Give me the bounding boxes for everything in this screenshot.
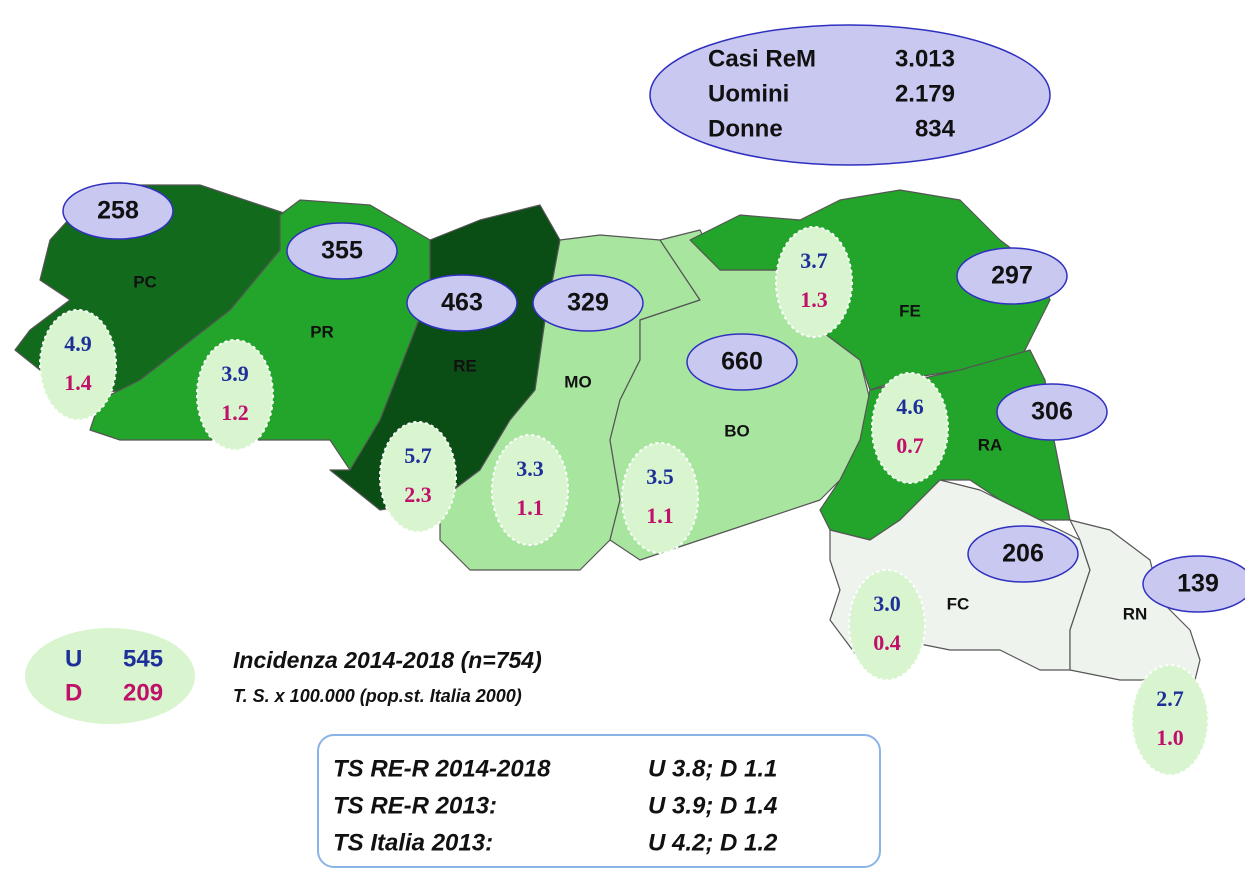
caption-subtitle: T. S. x 100.000 (pop.st. Italia 2000) (233, 686, 522, 706)
cases-value: 329 (567, 289, 609, 317)
rate-men: 4.9 (64, 331, 92, 356)
summary-label: Casi ReM (708, 45, 816, 72)
cases-bubble (956, 247, 1068, 305)
legend-u-label: U (65, 645, 82, 672)
summary-label: Donne (708, 115, 783, 142)
cases-bubble (532, 274, 644, 332)
rate-women: 1.3 (800, 287, 828, 312)
rate-bubble (196, 339, 274, 451)
rates-label: TS Italia 2013: (333, 829, 493, 856)
cases-bubble (62, 182, 174, 240)
province-code: RN (1123, 604, 1148, 623)
labels: Casi ReM 3.013 Uomini 2.179 Donne 834 PC 258 4.9… (39, 45, 1245, 856)
province-code: RA (978, 435, 1003, 454)
rate-bubble (1131, 664, 1209, 776)
legend-d-value: 209 (123, 679, 163, 706)
cases-bubble (686, 333, 798, 391)
rate-women: 1.0 (1156, 725, 1184, 750)
rate-men: 4.6 (896, 394, 924, 419)
cases-value: 660 (721, 348, 763, 376)
cases-bubble (996, 383, 1108, 441)
rate-women: 1.1 (516, 495, 544, 520)
province-code: MO (564, 372, 591, 391)
rate-women: 1.2 (221, 400, 249, 425)
rate-bubble (775, 226, 853, 338)
rate-men: 3.9 (221, 361, 249, 386)
province-code: PC (133, 272, 157, 291)
legend-bubble (25, 628, 195, 724)
cases-bubble (1142, 555, 1245, 613)
province-code: FE (899, 301, 921, 320)
rate-women: 0.7 (896, 433, 924, 458)
cases-bubble (967, 525, 1079, 583)
province-code: RE (453, 356, 477, 375)
rate-bubble (379, 421, 457, 533)
summary-value: 3.013 (895, 45, 955, 72)
cases-value: 463 (441, 289, 483, 317)
rate-men: 2.7 (1156, 686, 1184, 711)
cases-value: 258 (97, 197, 139, 225)
rates-value: U 3.8; D 1.1 (648, 755, 777, 782)
province-code: FC (947, 594, 970, 613)
cases-value: 355 (321, 237, 363, 265)
rates-label: TS RE-R 2014-2018 (333, 755, 551, 782)
rates-box (317, 734, 881, 868)
cases-bubble (406, 274, 518, 332)
cases-bubble (286, 222, 398, 280)
rate-bubble (848, 569, 926, 681)
legend-u-value: 545 (123, 645, 163, 672)
rates-value: U 3.9; D 1.4 (648, 792, 777, 819)
rate-women: 1.1 (646, 503, 674, 528)
rate-men: 5.7 (404, 443, 432, 468)
cases-value: 139 (1177, 570, 1219, 598)
rate-men: 3.0 (873, 591, 901, 616)
summary-label: Uomini (708, 80, 789, 107)
rate-women: 0.4 (873, 630, 901, 655)
rate-bubble (491, 434, 569, 546)
province-code: PR (310, 322, 334, 341)
cases-value: 306 (1031, 398, 1073, 426)
rate-men: 3.5 (646, 464, 674, 489)
rate-bubble (871, 372, 949, 484)
rates-label: TS RE-R 2013: (333, 792, 497, 819)
cases-value: 206 (1002, 540, 1044, 568)
rate-men: 3.7 (800, 248, 828, 273)
rate-bubble (621, 442, 699, 554)
summary-value: 2.179 (895, 80, 955, 107)
summary-value: 834 (915, 115, 956, 142)
legend-d-label: D (65, 679, 82, 706)
rates-value: U 4.2; D 1.2 (648, 829, 778, 856)
province-code: BO (724, 421, 750, 440)
rate-bubble (39, 309, 117, 421)
rate-women: 2.3 (404, 482, 432, 507)
cases-value: 297 (991, 262, 1033, 290)
rate-men: 3.3 (516, 456, 544, 481)
rate-women: 1.4 (64, 370, 92, 395)
summary-bubble (649, 24, 1051, 166)
caption-title: Incidenza 2014-2018 (n=754) (233, 647, 542, 673)
